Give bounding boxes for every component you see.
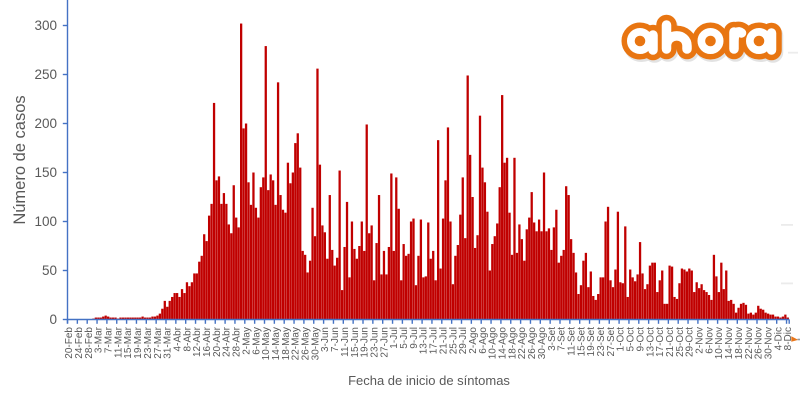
svg-text:150: 150 <box>34 165 57 180</box>
svg-text:50: 50 <box>42 263 57 278</box>
svg-text:Número de casos: Número de casos <box>11 95 29 224</box>
svg-text:Fecha de inicio de síntomas: Fecha de inicio de síntomas <box>348 373 510 388</box>
svg-text:200: 200 <box>34 116 57 131</box>
svg-text:300: 300 <box>34 18 57 33</box>
svg-text:100: 100 <box>34 214 57 229</box>
svg-text:250: 250 <box>34 67 57 82</box>
svg-text:0: 0 <box>49 312 57 327</box>
